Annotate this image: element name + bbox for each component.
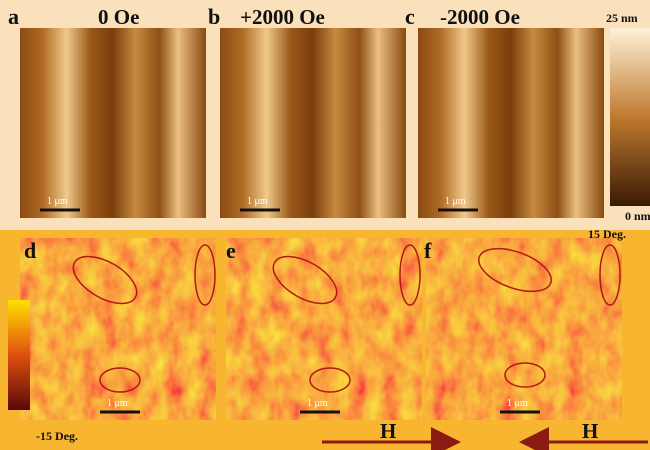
- colorbar-min: -15 Deg.: [36, 429, 78, 443]
- afm-image: [20, 28, 206, 218]
- height-colorbar: [610, 28, 650, 206]
- figure: 1 μm 1 μm 1 μm 1 μm 1 μm 1 μm a b c d e …: [0, 0, 650, 450]
- phase-colorbar: [8, 300, 30, 410]
- scale-bar-label: 1 μm: [47, 196, 68, 207]
- bottom-row: [8, 238, 622, 420]
- panel-label: c: [405, 4, 415, 29]
- field-label: +2000 Oe: [240, 5, 325, 29]
- scale-bar-label: 1 μm: [107, 398, 128, 409]
- top-row: [20, 28, 650, 218]
- scale-bar-label: 1 μm: [247, 196, 268, 207]
- field-arrow-label: H: [582, 419, 598, 443]
- afm-image: [220, 28, 406, 218]
- mfm-texture: [20, 238, 216, 420]
- scale-bar-label: 1 μm: [445, 196, 466, 207]
- panel-label: a: [8, 4, 19, 29]
- field-label: -2000 Oe: [440, 5, 520, 29]
- panel-label: b: [208, 4, 220, 29]
- colorbar-max: 25 nm: [606, 11, 638, 25]
- field-arrow-label: H: [380, 419, 396, 443]
- scale-bar-label: 1 μm: [307, 398, 328, 409]
- mfm-texture: [226, 238, 422, 420]
- afm-image: [418, 28, 604, 218]
- colorbar-min: 0 nm: [625, 209, 650, 223]
- panel-label: d: [24, 238, 36, 263]
- panel-label: f: [424, 238, 432, 263]
- scale-bar-label: 1 μm: [507, 398, 528, 409]
- field-label: 0 Oe: [98, 5, 139, 29]
- panel-label: e: [226, 238, 236, 263]
- mfm-texture: [426, 238, 622, 420]
- colorbar-max: 15 Deg.: [588, 227, 626, 241]
